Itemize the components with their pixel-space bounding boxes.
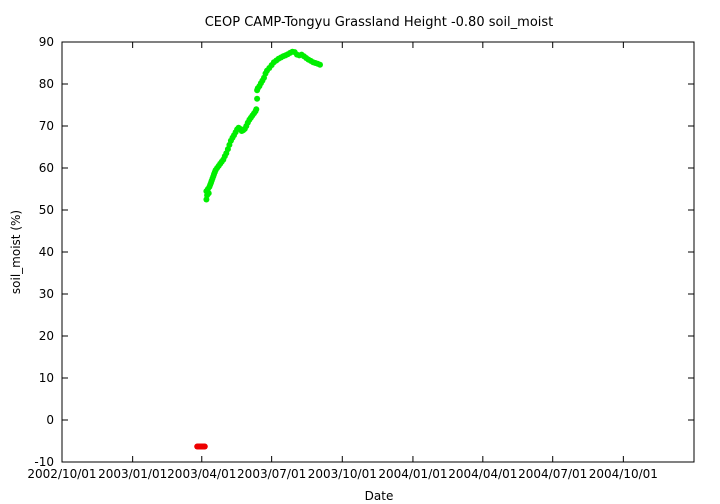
x-tick-label: 2004/07/01 [518,467,587,481]
x-tick-label: 2002/10/01 [27,467,96,481]
chart-title: CEOP CAMP-Tongyu Grassland Height -0.80 … [205,15,554,30]
y-tick-label: 0 [46,413,54,427]
x-tick-label: 2003/01/01 [98,467,167,481]
y-tick-label: 60 [39,161,54,175]
x-tick-label: 2004/10/01 [589,467,658,481]
data-point [317,61,323,68]
y-tick-label: 40 [39,245,54,259]
data-point [201,443,208,450]
y-tick-label: -10 [34,455,54,469]
y-tick-label: 20 [39,329,54,343]
data-point [205,190,212,197]
x-axis: 2002/10/01 2003/01/01 2003/04/01 2003/07/01… [27,42,658,481]
x-tick-label: 2003/10/01 [308,467,377,481]
data-points [194,48,323,450]
y-tick-label: 90 [39,35,54,49]
y-axis-label: soil_moist (%) [9,210,23,294]
x-tick-label: 2004/04/01 [448,467,517,481]
y-tick-label: 50 [39,203,54,217]
y-tick-label: 30 [39,287,54,301]
x-tick-label: 2003/04/01 [167,467,236,481]
data-point [254,95,261,102]
y-tick-label: 10 [39,371,54,385]
y-tick-label: 80 [39,77,54,91]
y-tick-label: 70 [39,119,54,133]
plot-frame [61,41,695,463]
x-tick-label: 2004/01/01 [378,467,447,481]
x-axis-label: Date [365,489,394,503]
data-point [253,106,260,113]
x-tick-label: 2003/07/01 [237,467,306,481]
y-axis: -10 0 10 20 30 40 50 60 70 80 90 [34,35,694,469]
